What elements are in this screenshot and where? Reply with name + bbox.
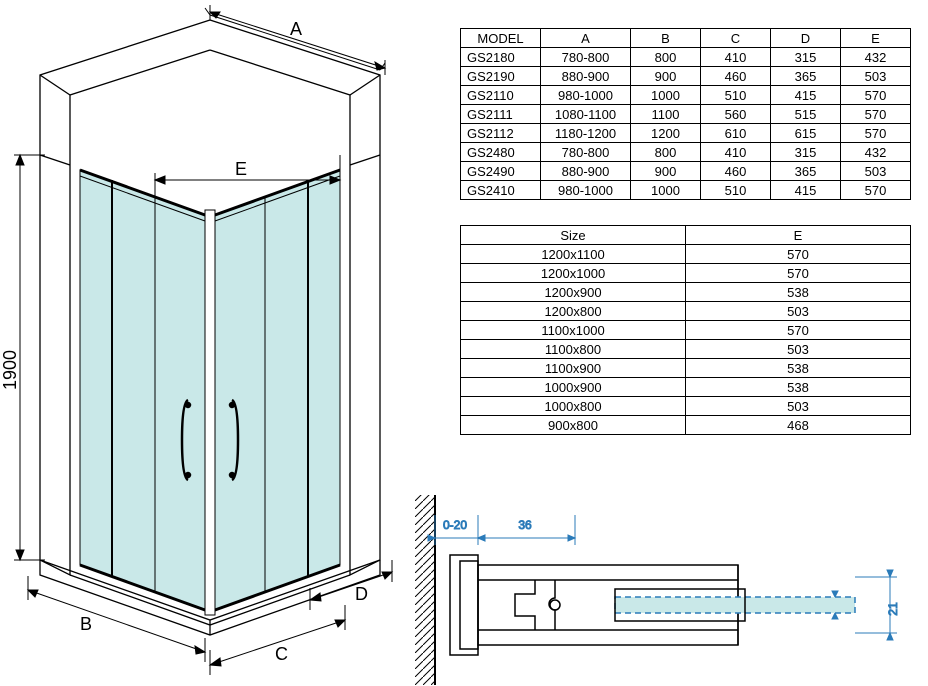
table-row: 1200x1000570 [461,264,911,283]
table-row: 900x800468 [461,416,911,435]
table-header: D [771,29,841,48]
table-row: 1000x900538 [461,378,911,397]
table-row: 1000x800503 [461,397,911,416]
table-row: 1200x1100570 [461,245,911,264]
table-row: GS2180780-800800410315432 [461,48,911,67]
table-header: C [701,29,771,48]
profile-detail-diagram: 0-20 36 21 6 [415,485,925,685]
table-row: GS2490880-900900460365503 [461,162,911,181]
table-row: 1200x800503 [461,302,911,321]
table-header: MODEL [461,29,541,48]
table-header: E [686,226,911,245]
table-header: E [841,29,911,48]
table-row: GS2190880-900900460365503 [461,67,911,86]
shower-isometric-diagram: A E 1900 B [0,0,420,680]
table-row: 1200x900538 [461,283,911,302]
table-row: GS2480780-800800410315432 [461,143,911,162]
table-header: B [631,29,701,48]
dim-label-b: B [80,614,92,634]
table-row: GS21111080-11001100560515570 [461,105,911,124]
table-row: 1100x800503 [461,340,911,359]
table-row: GS2410980-10001000510415570 [461,181,911,200]
table-row: 1100x900538 [461,359,911,378]
sizes-table: SizeE1200x11005701200x10005701200x900538… [460,225,911,435]
models-table: MODELABCDEGS2180780-800800410315432GS219… [460,28,911,200]
dim-label-height: 1900 [0,350,20,390]
detail-dim-21: 21 [886,602,900,616]
detail-dim-gap: 0-20 [443,518,467,532]
detail-dim-36: 36 [518,518,532,532]
table-row: 1100x1000570 [461,321,911,340]
table-row: GS21121180-12001200610615570 [461,124,911,143]
table-row: GS2110980-10001000510415570 [461,86,911,105]
table-header: Size [461,226,686,245]
dim-label-a: A [290,19,302,39]
table-header: A [541,29,631,48]
dim-label-d: D [355,584,368,604]
dim-label-e: E [235,159,247,179]
dim-label-c: C [275,644,288,664]
